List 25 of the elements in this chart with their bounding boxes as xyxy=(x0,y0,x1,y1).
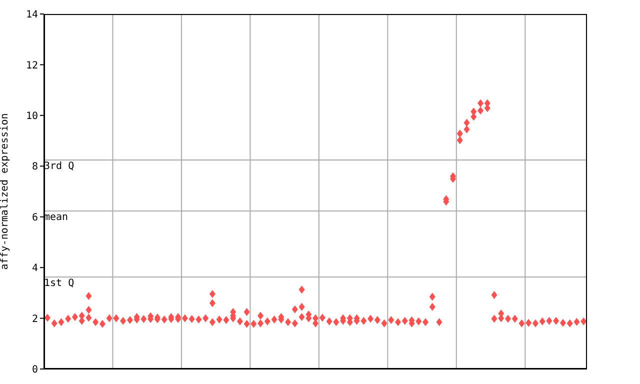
point xyxy=(491,314,498,323)
y-tick-label: 8 xyxy=(32,162,38,173)
point xyxy=(258,319,264,328)
y-tick-label: 4 xyxy=(32,263,38,274)
point xyxy=(456,136,463,144)
point xyxy=(244,320,250,328)
point xyxy=(209,318,216,326)
y-tick-label: 2 xyxy=(32,314,38,325)
y-tick-label: 0 xyxy=(32,364,38,376)
point xyxy=(429,302,436,311)
ref-line-label: 3rd Q xyxy=(44,161,74,172)
point xyxy=(209,299,216,308)
point xyxy=(298,302,305,311)
point xyxy=(477,106,484,115)
y-tick-label: 12 xyxy=(26,60,38,72)
y-tick-label: 6 xyxy=(32,212,38,224)
y-tick-label: 14 xyxy=(26,10,38,21)
point xyxy=(86,306,92,314)
point xyxy=(86,314,92,322)
ref-line-label: 1st Q xyxy=(44,278,74,290)
y-axis-title: affy-normalized expression xyxy=(0,113,11,270)
y-tick-label: 10 xyxy=(26,110,38,122)
point xyxy=(292,319,298,328)
point xyxy=(464,125,470,134)
point xyxy=(298,313,305,322)
